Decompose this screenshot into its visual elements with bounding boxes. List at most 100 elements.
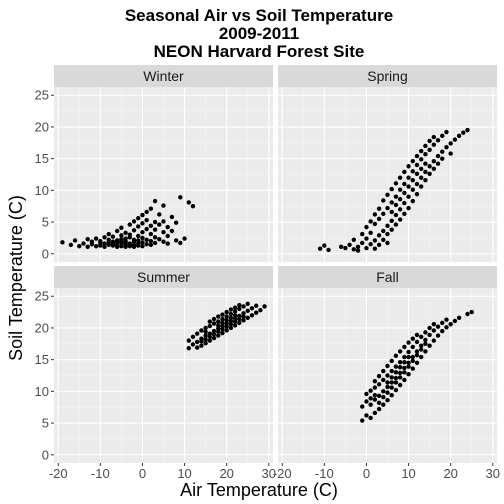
y-tick-label: 10 [35, 183, 49, 198]
data-point [237, 302, 242, 308]
data-point [385, 373, 390, 378]
data-point [448, 321, 453, 327]
data-point [372, 212, 378, 217]
data-point [389, 392, 394, 398]
facet-strip [54, 65, 273, 87]
data-point [431, 158, 437, 164]
data-point [232, 305, 238, 310]
data-point [406, 205, 411, 211]
data-point [418, 184, 424, 189]
data-point [402, 190, 407, 196]
data-point [157, 236, 162, 242]
data-point [372, 385, 378, 390]
data-point [406, 164, 411, 169]
data-point [397, 370, 403, 376]
data-point [152, 240, 158, 246]
data-point [418, 347, 424, 352]
data-point [402, 370, 407, 375]
data-point [262, 304, 267, 309]
data-point [123, 238, 128, 244]
data-point [127, 222, 133, 227]
data-point [169, 214, 175, 220]
y-tick-label: 0 [42, 447, 49, 462]
data-point [136, 233, 141, 239]
data-point [440, 156, 445, 161]
data-point [397, 365, 403, 370]
data-point [376, 382, 382, 387]
data-point [228, 321, 234, 327]
facet-strip-label: Winter [143, 68, 184, 84]
data-point [410, 344, 415, 350]
y-tick-label: 15 [35, 352, 49, 367]
data-point [190, 204, 196, 209]
data-point [376, 206, 382, 211]
data-point [410, 158, 415, 164]
data-point [161, 229, 166, 235]
data-point [393, 387, 399, 393]
data-point [385, 380, 390, 385]
data-point [326, 247, 331, 253]
data-point [406, 340, 411, 345]
data-point [372, 238, 378, 243]
data-point [322, 243, 327, 248]
x-tick-label: -10 [315, 466, 334, 481]
data-point [397, 382, 403, 388]
facet-strip [54, 266, 273, 288]
data-point [85, 244, 90, 249]
data-point [232, 319, 238, 324]
facet-panels: Winter 0 5 10 15 20 25 Spring Summer 0 5 10 15 20 25 -2… [35, 65, 500, 481]
data-point [410, 358, 415, 364]
data-point [431, 328, 437, 333]
data-point [144, 209, 149, 215]
data-point [161, 203, 166, 208]
data-point [389, 380, 394, 385]
data-point [119, 239, 124, 244]
data-point [376, 233, 382, 238]
data-point [393, 181, 399, 186]
data-point [81, 241, 86, 246]
data-point [186, 338, 191, 343]
y-tick-label: 20 [35, 320, 49, 335]
y-tick-label: 25 [35, 289, 49, 304]
data-point [410, 336, 415, 341]
data-point [224, 324, 229, 329]
data-point [228, 315, 234, 321]
data-point [102, 235, 107, 240]
data-point [136, 216, 141, 221]
data-point [85, 236, 90, 242]
data-point [127, 243, 133, 249]
data-point [245, 308, 250, 314]
data-point [228, 325, 234, 331]
data-point [152, 235, 158, 240]
x-tick-label: -10 [91, 466, 110, 481]
x-tick-label: -20 [273, 466, 292, 481]
data-point [448, 141, 453, 146]
data-point [144, 237, 149, 243]
data-point [414, 353, 420, 358]
data-point [452, 318, 458, 324]
chart-title-line-2: 2009-2011 [219, 24, 299, 43]
data-point [169, 228, 175, 234]
data-point [402, 344, 407, 350]
data-point [397, 187, 403, 192]
data-point [406, 364, 411, 369]
data-point [406, 360, 411, 366]
data-point [93, 236, 99, 241]
data-point [393, 375, 399, 381]
data-point [372, 246, 378, 251]
data-point [376, 406, 382, 412]
data-point [203, 333, 208, 338]
data-point [237, 306, 242, 312]
facet-strip-label: Summer [137, 269, 190, 285]
data-point [237, 316, 242, 322]
data-point [211, 321, 217, 326]
data-point [207, 319, 213, 324]
data-point [148, 242, 154, 248]
data-point [402, 377, 407, 383]
data-point [119, 243, 124, 249]
data-point [232, 316, 238, 321]
data-point [224, 309, 229, 315]
data-point [410, 178, 415, 183]
data-point [131, 219, 137, 224]
data-point [152, 198, 158, 204]
